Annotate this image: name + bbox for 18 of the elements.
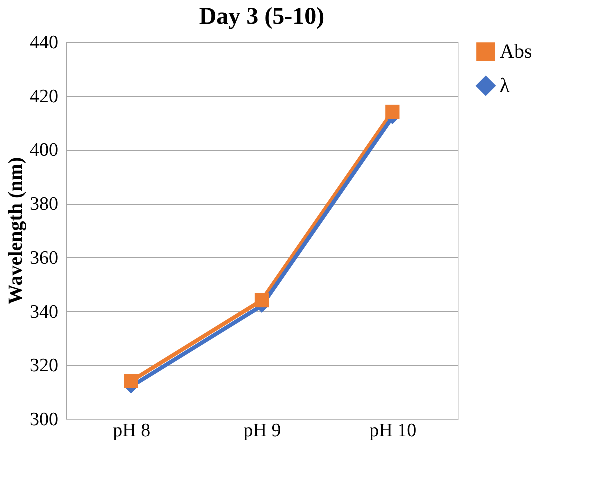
point	[254, 293, 270, 308]
y-tick-label: 440	[30, 32, 58, 54]
y-tick-label: 340	[30, 302, 58, 323]
x-tick-label: pH 8	[113, 420, 151, 442]
x-tick-label: pH 9	[244, 420, 282, 442]
chart-title: Day 3 (5-10)	[199, 4, 325, 30]
y-axis-title: Wavelength (nm)	[5, 157, 27, 305]
point	[386, 104, 400, 120]
x-tick-label: pH 10	[370, 420, 417, 442]
y-tick-label: 420	[30, 86, 58, 108]
y-tick-label: 400	[30, 140, 58, 162]
y-tick-label: 320	[30, 356, 58, 377]
y-tick-label: 300	[30, 410, 58, 430]
legend-label: Abs	[500, 41, 532, 63]
y-tick-label: 360	[30, 248, 58, 269]
point	[124, 374, 138, 388]
y-tick-label: 380	[30, 194, 58, 216]
legend-label: λ	[500, 75, 510, 97]
